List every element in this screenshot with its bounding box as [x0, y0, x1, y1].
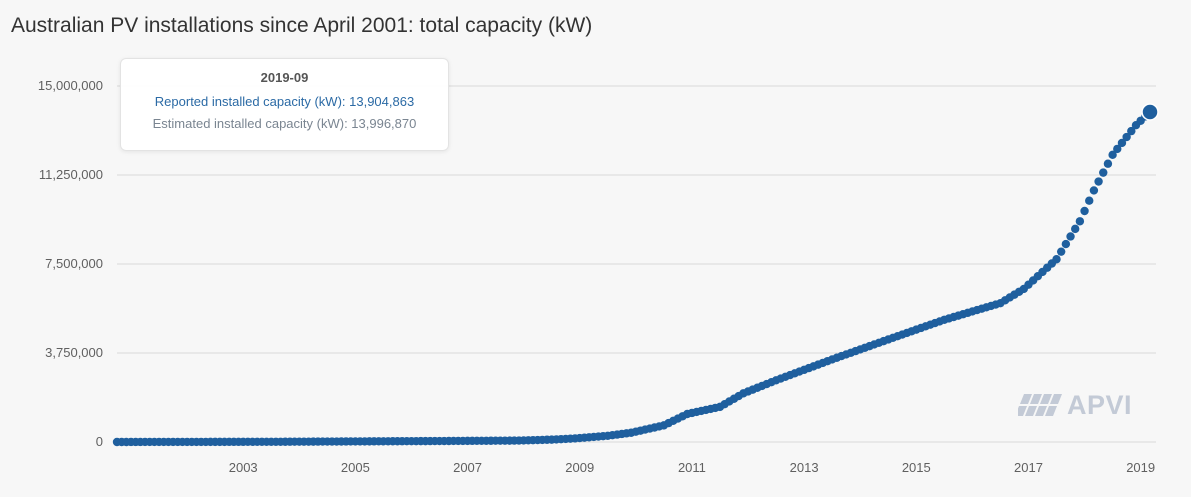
apvi-logo: APVI	[1018, 390, 1132, 420]
data-point	[1099, 168, 1108, 177]
x-tick-label: 2005	[341, 460, 370, 475]
y-tick-label: 11,250,000	[39, 167, 103, 182]
data-point	[1089, 186, 1099, 195]
data-point	[1052, 255, 1061, 264]
y-tick-label: 3,750,000	[45, 345, 103, 360]
data-point	[1080, 206, 1089, 216]
y-tick-label: 7,500,000	[45, 256, 103, 271]
data-point	[1061, 239, 1071, 249]
y-tick-label: 15,000,000	[38, 78, 103, 93]
grid-lines	[117, 85, 1156, 443]
y-axis-labels: 0 3,750,000 7,500,000 11,250,000 15,000,000	[38, 78, 103, 449]
data-point	[1122, 132, 1131, 142]
data-point	[1071, 224, 1080, 234]
data-point	[1117, 138, 1127, 148]
data-tooltip: 2019-09 Reported installed capacity (kW)…	[120, 58, 449, 151]
data-point	[1108, 150, 1117, 160]
data-point	[1094, 177, 1103, 186]
data-point	[1113, 144, 1122, 154]
data-point	[1127, 126, 1136, 136]
x-tick-label: 2003	[229, 460, 258, 475]
data-points	[112, 103, 1159, 447]
data-point	[1085, 196, 1094, 205]
x-axis-labels: 2003 2005 2007 2009 2011 2013 2015 2017 2019	[229, 460, 1155, 475]
data-point	[1066, 232, 1075, 241]
x-tick-label: 2013	[790, 460, 819, 475]
y-tick-label: 0	[96, 434, 103, 449]
x-tick-label: 2007	[453, 460, 482, 475]
x-tick-label: 2015	[902, 460, 931, 475]
logo-text: APVI	[1067, 389, 1133, 420]
data-point	[1103, 159, 1113, 168]
chart-title: Australian PV installations since April …	[11, 14, 593, 37]
tooltip-reported: Reported installed capacity (kW): 13,904…	[154, 94, 415, 109]
x-tick-label: 2009	[565, 460, 594, 475]
solar-panel-icon	[1018, 394, 1062, 416]
x-tick-label: 2017	[1014, 460, 1043, 475]
x-tick-label: 2011	[678, 460, 706, 475]
tooltip-estimated: Estimated installed capacity (kW): 13,99…	[152, 116, 417, 131]
tooltip-date: 2019-09	[260, 70, 309, 85]
data-point	[1075, 217, 1085, 226]
highlight-point	[1141, 103, 1159, 121]
x-tick-label: 2019	[1126, 460, 1155, 475]
data-point	[1056, 247, 1066, 256]
